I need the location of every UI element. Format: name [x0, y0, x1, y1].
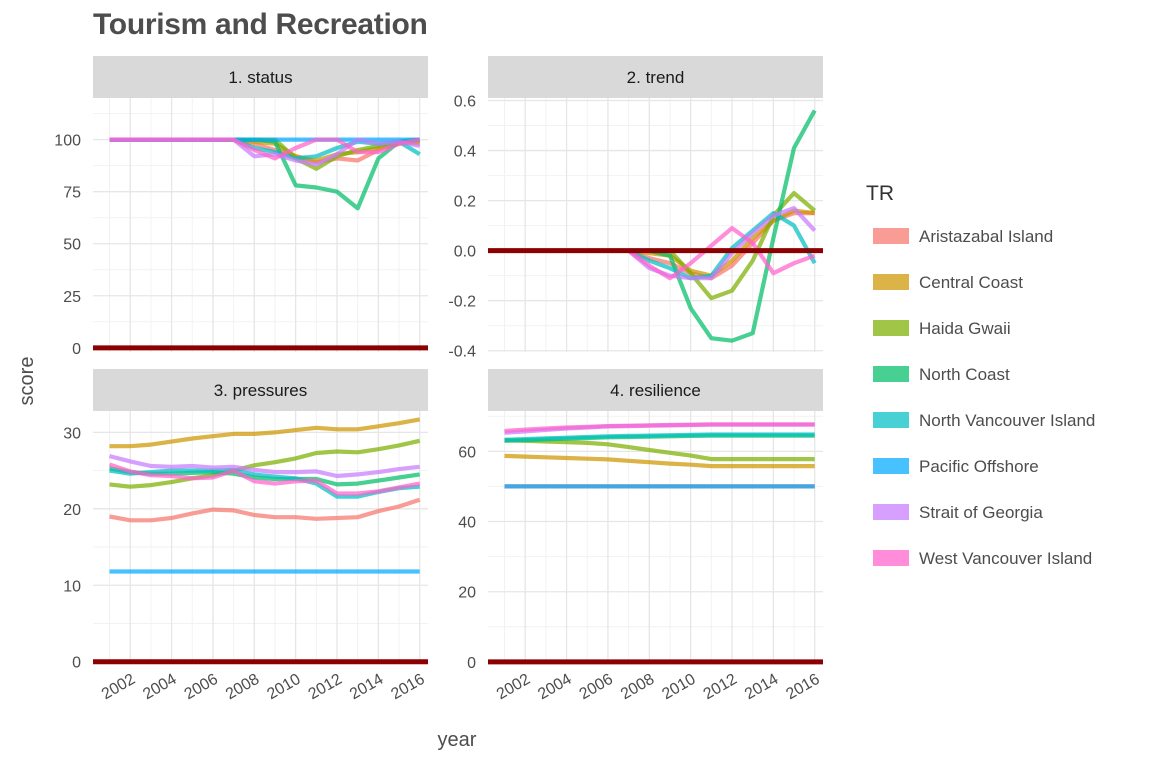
- legend-key-haida-gwaii: [873, 320, 909, 336]
- y-axis-title: score: [16, 357, 38, 406]
- chart-title: Tourism and Recreation: [93, 8, 428, 41]
- facet-strip: [488, 369, 823, 411]
- facet-strip: [93, 369, 428, 411]
- series-line-west-vancouver-island: [108, 462, 421, 496]
- legend-label-strait-of-georgia: Strait of Georgia: [919, 503, 1043, 522]
- y-tick-label: -0.4: [448, 344, 476, 361]
- legend-key-aristazabal-island: [873, 228, 909, 244]
- series-line-north-vancouver-island: [504, 432, 815, 442]
- y-tick-label: 0.4: [454, 144, 476, 161]
- y-tick-label: 0.2: [454, 194, 476, 211]
- y-tick-label: 0.0: [454, 244, 476, 261]
- y-tick-label: 30: [63, 425, 81, 442]
- y-tick-label: 50: [63, 237, 81, 254]
- x-tick-label: 2010: [264, 671, 303, 704]
- panel-1-status: 1. status 0 25 50 75 100: [54, 56, 428, 358]
- series-line-aristazabal-island: [109, 497, 421, 523]
- x-tick-label: 2014: [347, 671, 386, 704]
- facet-strip: [488, 56, 823, 98]
- legend-title: TR: [866, 182, 894, 205]
- facet-strip-label: 1. status: [228, 68, 292, 87]
- x-tick-label: 2004: [140, 671, 179, 704]
- x-tick-label: 2006: [577, 671, 616, 704]
- x-tick-label: 2014: [742, 671, 781, 704]
- y-tick-label: 100: [54, 133, 81, 150]
- facet-strip-label: 2. trend: [627, 68, 685, 87]
- x-tick-label: 2016: [388, 671, 427, 704]
- facet-strip-label: 4. resilience: [610, 381, 701, 400]
- y-tick-label: 10: [63, 578, 81, 595]
- y-tick-label: 0: [467, 655, 476, 672]
- legend-key-north-vancouver-island: [873, 412, 909, 428]
- legend: TR Aristazabal Island Central Coast Haida G…: [866, 182, 1095, 568]
- series-line-haida-gwaii: [109, 438, 421, 489]
- series-line-strait-of-georgia: [108, 454, 420, 479]
- x-tick-label: 2012: [306, 671, 345, 704]
- y-tick-label: 40: [458, 515, 476, 532]
- legend-label-north-vancouver-island: North Vancouver Island: [919, 411, 1095, 430]
- y-tick-label: 25: [63, 289, 81, 306]
- y-tick-label: 0: [72, 341, 81, 358]
- legend-label-haida-gwaii: Haida Gwaii: [919, 319, 1011, 338]
- legend-key-west-vancouver-island: [873, 550, 909, 566]
- legend-label-central-coast: Central Coast: [919, 273, 1023, 292]
- x-tick-label: 2002: [99, 671, 138, 704]
- y-tick-label: 20: [458, 585, 476, 602]
- legend-label-aristazabal-island: Aristazabal Island: [919, 227, 1053, 246]
- facet-strip: [93, 56, 428, 98]
- x-tick-label: 2016: [783, 671, 822, 704]
- x-tick-label: 2002: [494, 671, 533, 704]
- series-line-haida-gwaii: [504, 191, 817, 301]
- y-tick-label: 20: [63, 502, 81, 519]
- series-line-west-vancouver-island: [504, 422, 815, 434]
- series-line-haida-gwaii: [504, 438, 815, 462]
- legend-label-west-vancouver-island: West Vancouver Island: [919, 549, 1092, 568]
- x-tick-label: 2008: [223, 671, 262, 704]
- series-line-central-coast: [109, 417, 421, 449]
- x-axis-title: year: [438, 729, 477, 751]
- legend-key-central-coast: [873, 274, 909, 290]
- x-tick-label: 2006: [182, 671, 221, 704]
- x-tick-label: 2008: [618, 671, 657, 704]
- x-tick-label: 2012: [701, 671, 740, 704]
- legend-label-pacific-offshore: Pacific Offshore: [919, 457, 1039, 476]
- x-tick-label: 2004: [535, 671, 574, 704]
- panel-2-trend: 2. trend -0.4 -0.2 0.0 0.2 0.4 0.6: [448, 56, 823, 361]
- series-line-west-vancouver-island: [109, 137, 421, 161]
- y-tick-label: 75: [63, 185, 81, 202]
- y-tick-label: -0.2: [448, 294, 476, 311]
- panel-4-resilience: 4. resilience 0 20 40 60 2002 2004 2006 2008 2010…: [458, 369, 823, 703]
- facet-strip-label: 3. pressures: [214, 381, 308, 400]
- legend-key-north-coast: [873, 366, 909, 382]
- y-tick-label: 0: [72, 655, 81, 672]
- y-tick-label: 0.6: [454, 94, 476, 111]
- series-line-central-coast: [504, 453, 815, 469]
- x-tick-label: 2010: [659, 671, 698, 704]
- y-tick-label: 60: [458, 444, 476, 461]
- legend-label-north-coast: North Coast: [919, 365, 1010, 384]
- legend-key-strait-of-georgia: [873, 504, 909, 520]
- legend-key-pacific-offshore: [873, 458, 909, 474]
